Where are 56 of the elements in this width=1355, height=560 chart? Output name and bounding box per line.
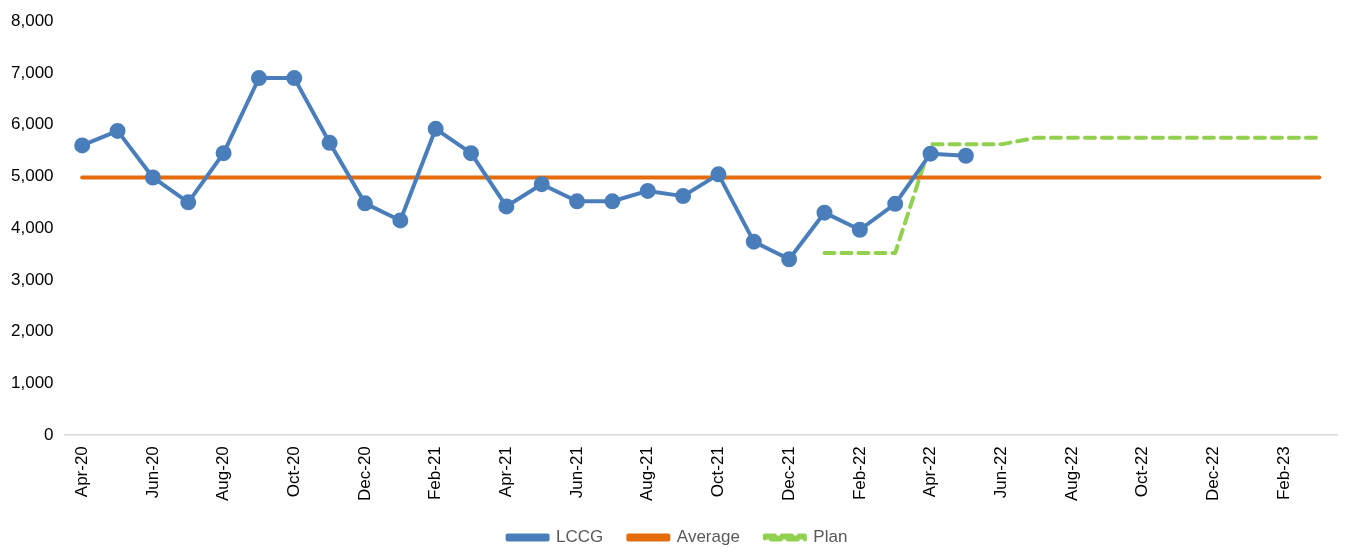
point [392, 212, 409, 229]
y-tick-label: 8,000 [10, 10, 54, 30]
x-tick-label: Jun-22 [990, 446, 1010, 499]
legend-label: Average [676, 527, 740, 547]
x-tick-label: Apr-20 [71, 446, 91, 498]
point [109, 122, 126, 139]
point [957, 147, 974, 164]
point [215, 145, 232, 162]
x-tick-label: Aug-22 [1061, 446, 1081, 502]
point [887, 195, 904, 212]
y-tick-label: 2,000 [10, 321, 54, 341]
x-tick-label: Apr-22 [920, 446, 940, 498]
point [144, 169, 161, 186]
point [463, 145, 480, 162]
x-tick-label: Dec-22 [1202, 446, 1222, 501]
y-tick-label: 0 [44, 424, 54, 444]
point [639, 182, 656, 199]
point [604, 193, 621, 210]
y-tick-label: 1,000 [10, 373, 54, 393]
point [356, 195, 373, 212]
point [74, 137, 91, 154]
y-tick-label: 5,000 [10, 166, 54, 186]
point [851, 221, 868, 238]
point [427, 120, 444, 137]
x-tick-label: Dec-20 [354, 446, 374, 501]
x-tick-label: Oct-20 [283, 446, 303, 498]
point [745, 233, 762, 250]
y-tick-label: 6,000 [10, 114, 54, 134]
x-tick-label: Jun-20 [142, 446, 162, 499]
x-tick-label: Oct-21 [708, 446, 728, 498]
point [533, 176, 550, 193]
point [180, 194, 197, 211]
point [250, 70, 267, 87]
legend-label: LCCG [556, 527, 604, 547]
x-tick-label: Aug-21 [637, 446, 657, 502]
x-tick-label: Feb-23 [1273, 446, 1293, 501]
point [569, 193, 586, 210]
point [922, 145, 939, 162]
y-tick-label: 3,000 [10, 269, 54, 289]
x-tick-label: Oct-22 [1132, 446, 1152, 498]
point [286, 70, 303, 87]
x-tick-label: Feb-22 [849, 446, 869, 501]
x-tick-label: Feb-21 [425, 446, 445, 501]
point [321, 134, 338, 151]
y-tick-label: 4,000 [10, 217, 54, 237]
legend-label: Plan [813, 527, 848, 547]
point [816, 204, 833, 221]
x-tick-label: Apr-21 [496, 446, 516, 498]
x-tick-label: Dec-21 [778, 446, 798, 501]
x-tick-label: Jun-21 [566, 446, 586, 499]
point [710, 166, 727, 183]
y-tick-label: 7,000 [10, 62, 54, 82]
point [498, 198, 515, 215]
point [781, 251, 798, 268]
point [675, 188, 692, 205]
x-tick-label: Aug-20 [213, 446, 233, 502]
